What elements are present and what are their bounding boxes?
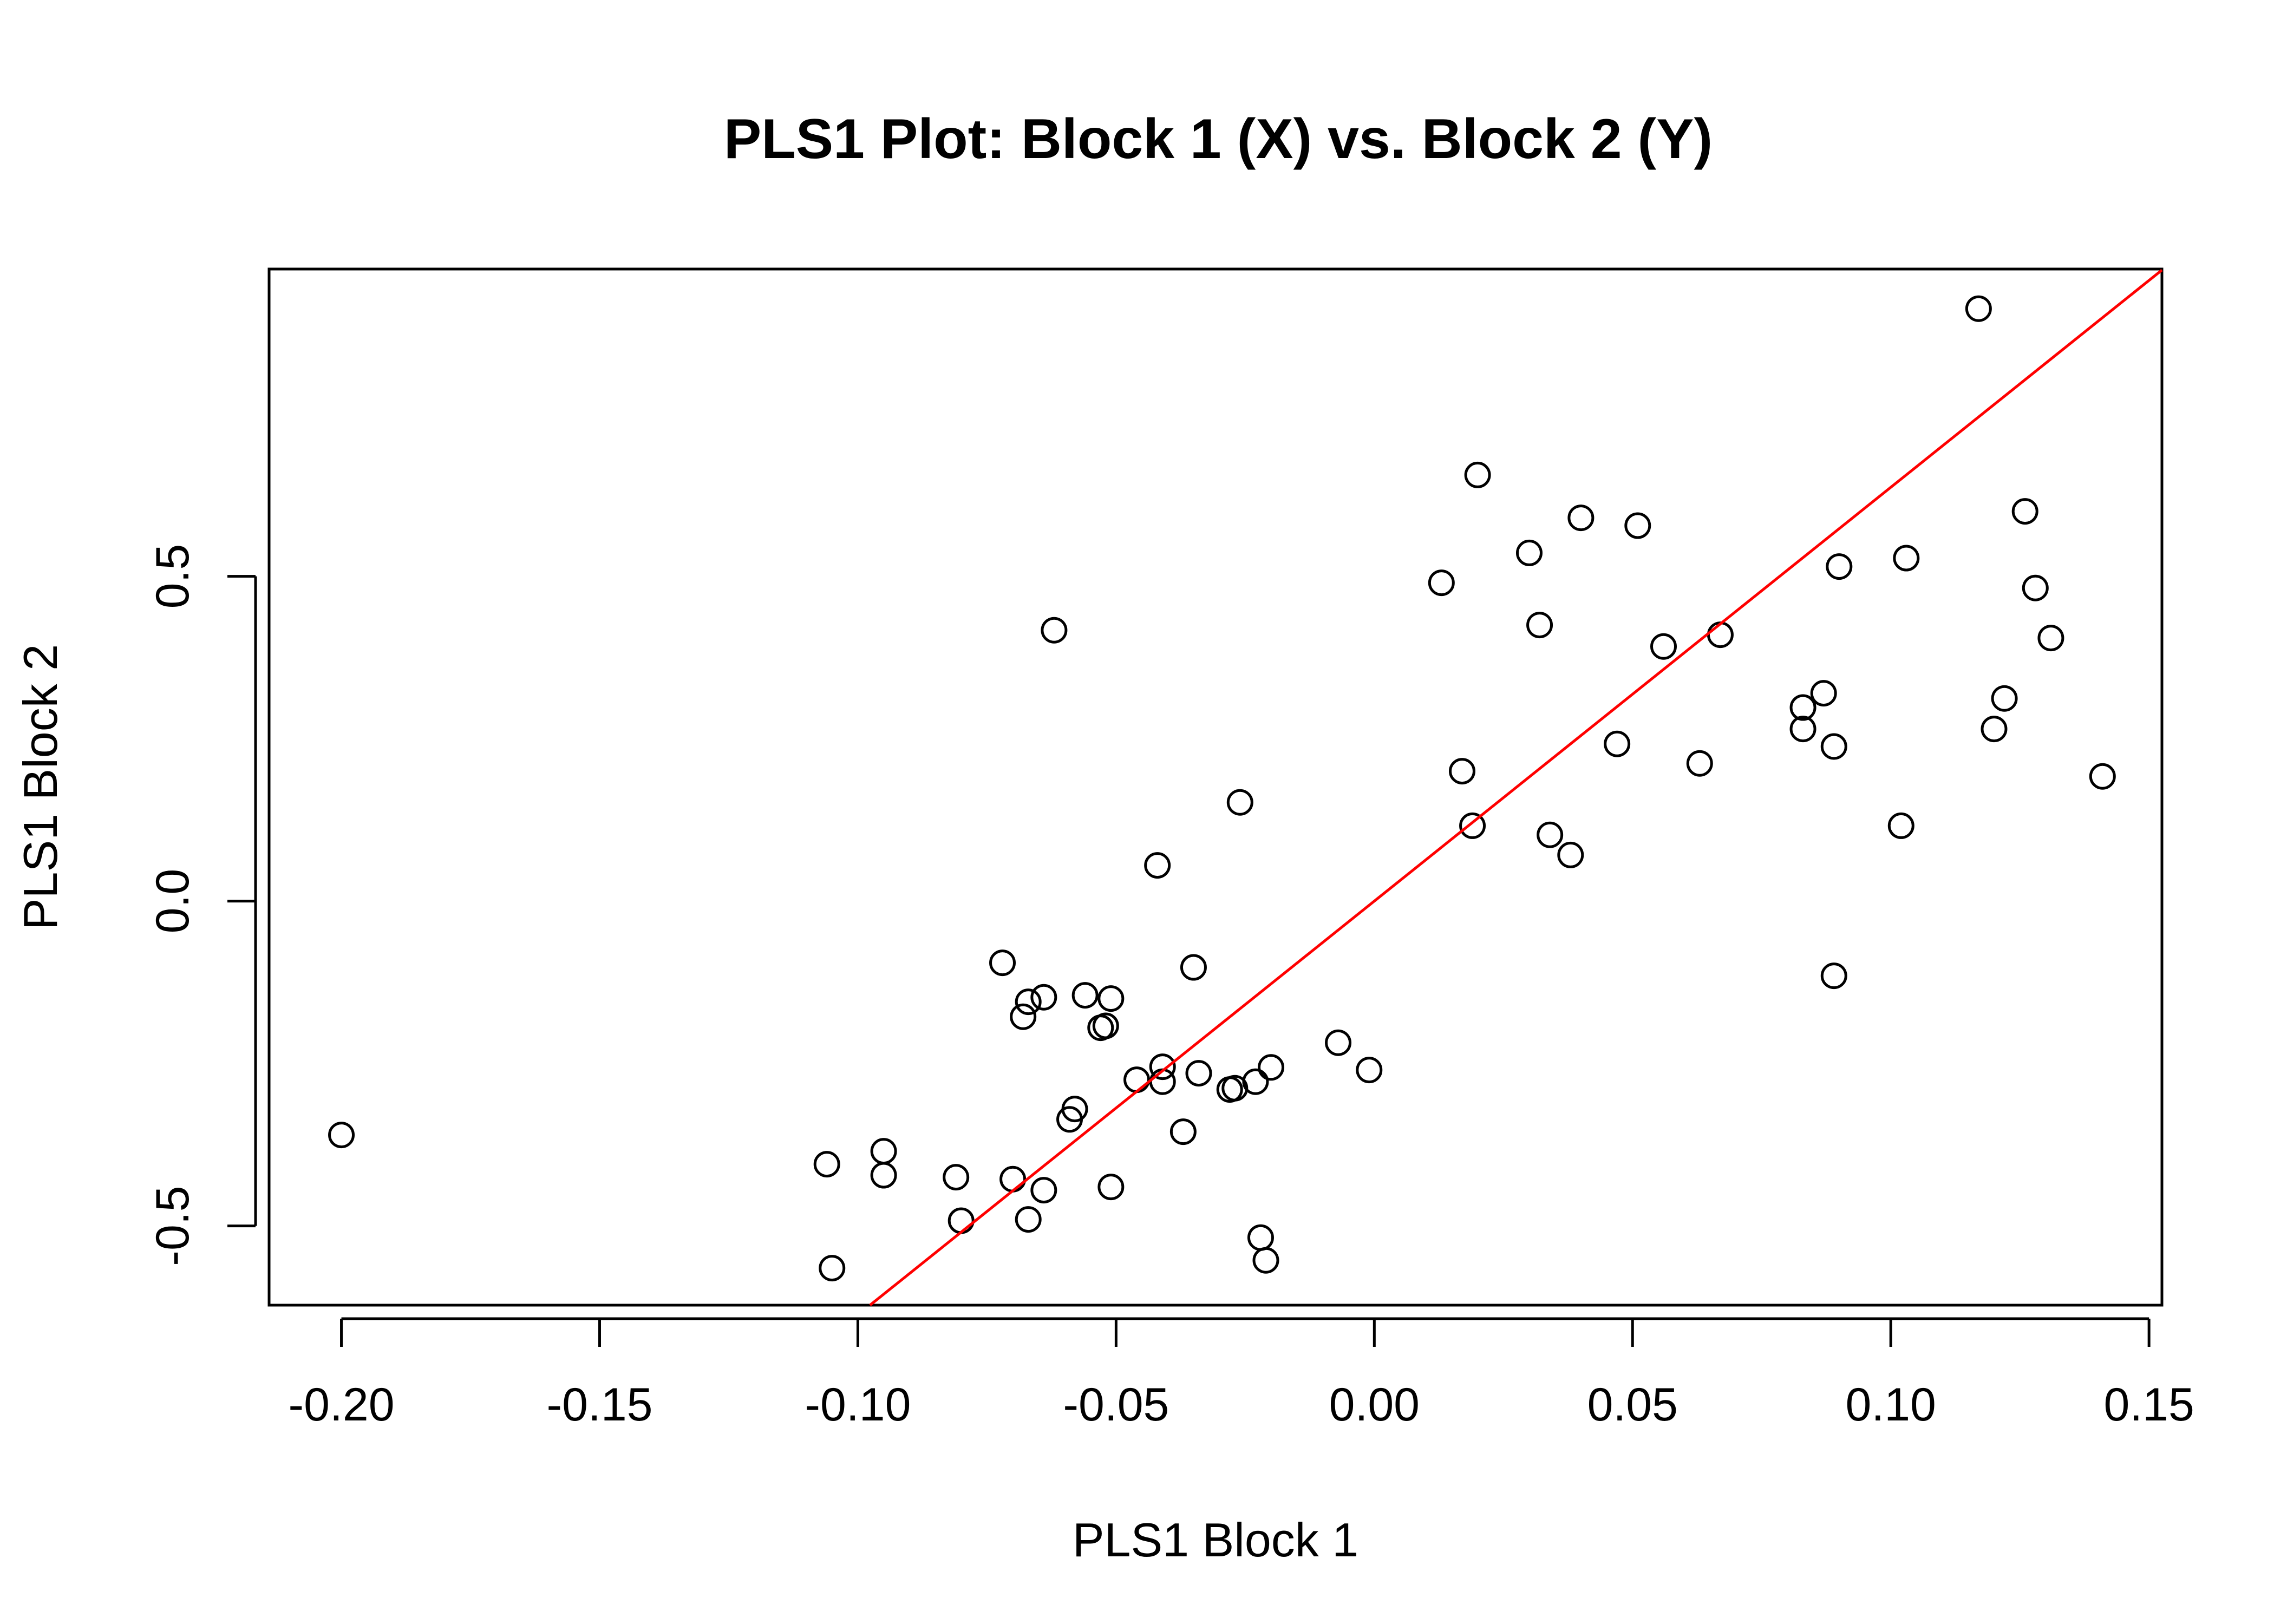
data-point [1015,1206,1042,1233]
data-point [1448,758,1475,785]
data-point [2011,498,2038,525]
data-point [1149,1053,1176,1081]
data-point [1464,461,1491,488]
data-point [989,949,1016,977]
data-point [1789,694,1816,721]
data-point [328,1122,355,1149]
data-point [1810,680,1837,707]
data-point [1686,750,1713,777]
data-point [870,1162,897,1189]
data-point [1030,984,1057,1011]
data-point [1252,1247,1279,1274]
data-point [1459,812,1486,839]
data-point [1537,821,1564,848]
data-point [1789,716,1816,743]
y-tick-label: -0.5 [147,1186,199,1266]
y-tick-label: 0.5 [147,544,199,609]
data-point [1887,812,1914,839]
data-point [1226,789,1253,816]
x-axis-label: PLS1 Block 1 [1073,1513,1358,1567]
x-tick-label: 0.05 [1587,1379,1678,1431]
data-point [813,1151,840,1178]
data-point [948,1207,975,1234]
data-point [1015,988,1042,1016]
x-axis: -0.20 -0.15 -0.10 -0.05 0.00 0.05 0.10 0.15 [289,1317,2194,1431]
x-tick-label: -0.10 [805,1379,911,1431]
data-point [1567,505,1595,532]
data-point [1247,1224,1274,1251]
data-point [1185,1060,1212,1087]
data-point [1428,569,1455,597]
data-point [943,1164,970,1191]
data-point [1650,633,1677,660]
data-point [1826,553,1853,580]
data-point [1061,1096,1088,1123]
data-point [870,1138,897,1165]
data-point [1092,1012,1119,1039]
x-tick-label: 0.00 [1329,1379,1420,1431]
chart-title: PLS1 Plot: Block 1 (X) vs. Block 2 (Y) [724,108,1713,171]
data-points [328,295,2116,1282]
data-point [1030,1177,1057,1204]
regression-line-group [869,269,2163,1306]
data-point [1526,612,1553,639]
regression-line [869,269,2163,1306]
data-point [1325,1029,1352,1056]
x-tick-label: -0.20 [289,1379,395,1431]
data-point [1965,295,1992,322]
data-point [1180,954,1207,981]
x-tick-label: -0.15 [546,1379,652,1431]
data-point [1010,1003,1037,1030]
plot-frame [267,267,2164,1307]
data-point [1097,985,1125,1012]
data-point [819,1255,846,1282]
data-point [1981,716,2008,743]
data-point [1149,1068,1176,1095]
x-tick-label: 0.10 [1846,1379,1936,1431]
data-point [1557,841,1584,868]
y-axis-label: PLS1 Block 2 [14,644,67,930]
y-tick-label: 0.0 [147,869,199,934]
data-point [1991,685,2018,712]
y-axis: -0.5 0.0 0.5 [147,544,257,1266]
data-point [2089,763,2116,790]
data-point [2037,625,2064,652]
data-point [1097,1174,1125,1201]
data-point [1515,539,1543,566]
data-point [1169,1118,1197,1145]
data-point [1893,545,1920,572]
data-point [1624,512,1651,539]
data-point [999,1165,1027,1193]
data-point [1242,1068,1269,1095]
data-point [1144,852,1171,879]
data-point [1356,1057,1383,1084]
data-point [1707,621,1734,649]
x-tick-label: 0.15 [2103,1379,2194,1431]
x-tick-label: -0.05 [1063,1379,1169,1431]
data-point [1071,982,1099,1009]
data-point [2022,574,2049,601]
data-point [1604,730,1631,757]
data-point [1041,617,1068,644]
data-point [1123,1066,1151,1093]
data-point [1258,1054,1285,1081]
data-point [1820,733,1847,760]
data-point [1820,962,1847,990]
